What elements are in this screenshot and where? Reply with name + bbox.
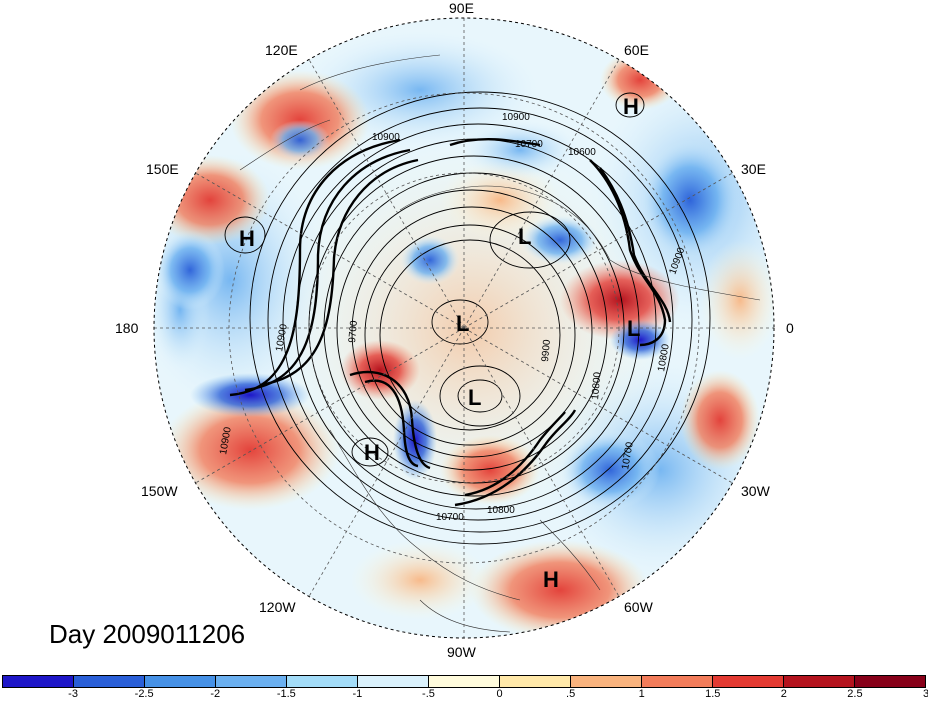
lon-label-150e: 150E	[146, 161, 179, 177]
pressure-center-label: L	[518, 224, 531, 249]
colorbar-tick-label: 3	[922, 688, 928, 700]
contour-label: 10800	[590, 371, 603, 400]
contour-label: 10700	[620, 441, 636, 471]
contour-label: 10800	[656, 343, 672, 373]
colorbar-tick-label: -.5	[422, 688, 435, 700]
height-contours	[224, 91, 711, 545]
map-boundary	[153, 17, 775, 639]
colorbar-cell	[3, 676, 74, 687]
pressure-centers: H H L L L L H H	[239, 94, 640, 592]
lon-label-150w: 150W	[141, 483, 178, 499]
colorbar-tick-label: -1.5	[276, 688, 296, 700]
contour-label: 10900	[218, 426, 234, 456]
colorbar-cell	[571, 676, 642, 687]
pressure-center-label: L	[627, 316, 640, 341]
colorbar-tick-label: -2	[210, 688, 221, 700]
colorbar-cell	[642, 676, 713, 687]
contour-label: 10900	[502, 112, 530, 123]
pressure-center-label: H	[543, 567, 559, 592]
colorbar-cell	[500, 676, 571, 687]
pressure-center-label: H	[239, 226, 255, 251]
colorbar-cell	[358, 676, 429, 687]
colorbar-tick-label: 2.5	[847, 688, 863, 700]
contour-label: 10700	[436, 512, 464, 523]
colorbar-tick-label: 1.5	[705, 688, 721, 700]
lon-label-60e: 60E	[624, 42, 649, 58]
contour-label: 9700	[347, 320, 360, 344]
anomaly-shading	[154, 18, 774, 638]
colorbar-tick-label: 1	[638, 688, 645, 700]
pressure-center-label: H	[623, 94, 639, 119]
coastlines	[239, 54, 761, 633]
colorbar-cell	[713, 676, 784, 687]
colorbar-tick-label: .5	[566, 688, 576, 700]
colorbar-tick-label: -2.5	[134, 688, 154, 700]
colorbar-cell	[855, 676, 925, 687]
contour-label: 10900	[372, 132, 400, 143]
colorbar-tick-label: 2	[780, 688, 787, 700]
date-title: Day 2009011206	[49, 619, 246, 649]
contour-labels: 10900 10700 10600 10900 10900 10900 9700…	[218, 112, 687, 523]
lon-label-90w: 90W	[447, 644, 477, 660]
contour-label: 9900	[540, 339, 553, 363]
colorbar-cell	[74, 676, 145, 687]
lon-label-120e: 120E	[265, 42, 298, 58]
jet-contours	[229, 138, 672, 507]
contour-label: 10600	[568, 147, 596, 158]
pressure-center-label: L	[468, 385, 481, 410]
lon-label-0: 0	[786, 320, 794, 336]
colorbar-cell	[145, 676, 216, 687]
pressure-center-label: L	[456, 311, 469, 336]
colorbar-tick-label: -1	[352, 688, 363, 700]
graticule	[154, 18, 774, 638]
colorbar	[2, 675, 926, 688]
lon-label-60w: 60W	[624, 599, 654, 615]
colorbar-tick-label: -3	[68, 688, 78, 700]
colorbar-cell	[784, 676, 855, 687]
contour-label: 10800	[487, 505, 515, 516]
lon-label-180: 180	[115, 320, 139, 336]
pressure-center-label: H	[364, 440, 380, 465]
contour-label: 10900	[274, 323, 290, 353]
lon-label-120w: 120W	[259, 599, 296, 615]
contour-label: 10700	[515, 139, 543, 150]
longitude-labels: 90E 60E 30E 0 30W 60W 90W 120W 150W 180 …	[115, 0, 794, 660]
colorbar-cell	[287, 676, 358, 687]
lon-label-30e: 30E	[741, 161, 766, 177]
colorbar-cell	[429, 676, 500, 687]
lon-label-30w: 30W	[741, 483, 771, 499]
colorbar-cell	[216, 676, 287, 687]
lon-label-90e: 90E	[449, 0, 474, 16]
colorbar-tick-label: 0	[496, 688, 503, 700]
